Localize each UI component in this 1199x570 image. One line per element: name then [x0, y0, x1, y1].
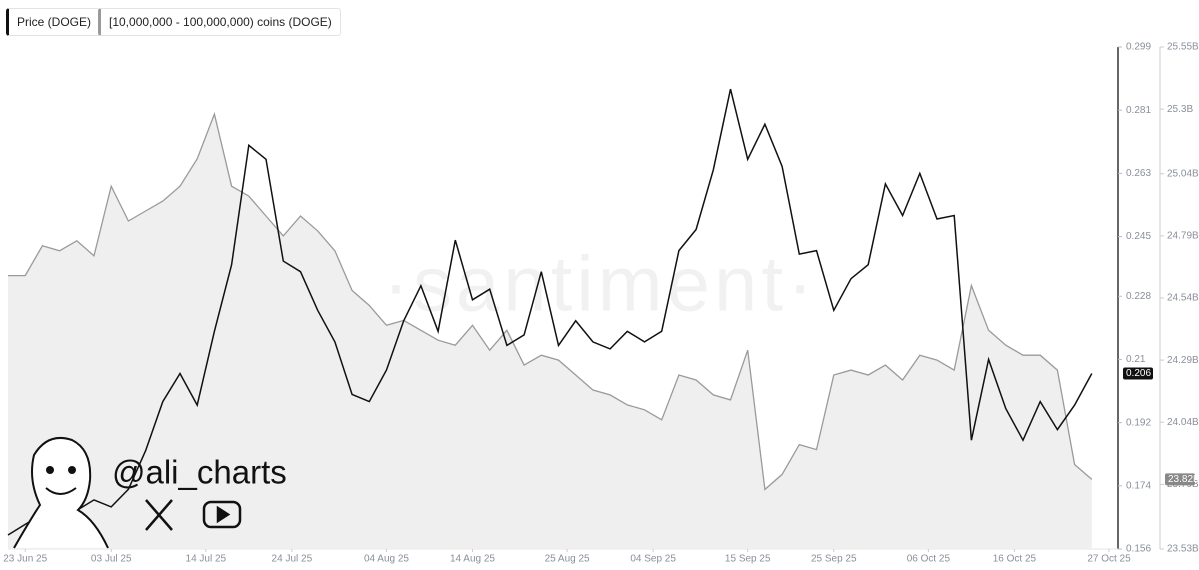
y-tick-label: 0.21: [1126, 354, 1146, 365]
last-value-label: 23.82B: [1168, 474, 1199, 485]
y-tick-label: 0.299: [1126, 42, 1151, 53]
x-tick-label: 25 Sep 25: [811, 554, 857, 565]
x-tick-label: 15 Sep 25: [725, 554, 771, 565]
x-tick-label: 03 Jul 25: [91, 554, 132, 565]
area-line: [8, 111, 1093, 491]
legend-item[interactable]: Price (DOGE): [6, 8, 101, 36]
y-tick-label: 0.245: [1126, 231, 1151, 242]
y2-tick-label: 23.53B: [1167, 544, 1199, 555]
y2-tick-label: 24.54B: [1167, 293, 1199, 304]
y2-tick-label: 24.04B: [1167, 417, 1199, 428]
x-tick-label: 14 Jul 25: [186, 554, 227, 565]
y-tick-label: 0.174: [1126, 480, 1151, 491]
x-tick-label: 14 Aug 25: [450, 554, 495, 565]
area-fill: [8, 114, 1092, 549]
last-value-label: 0.206: [1126, 368, 1151, 379]
x-tick-label: 27 Oct 25: [1087, 554, 1131, 565]
x-tick-label: 04 Aug 25: [364, 554, 409, 565]
x-tick-label: 24 Jul 25: [272, 554, 313, 565]
social-icons: [145, 499, 242, 531]
x-tick-label: 23 Jun 25: [3, 554, 47, 565]
last-value-badge: [1165, 473, 1195, 486]
x-tick-label: 16 Oct 25: [993, 554, 1037, 565]
y2-tick-label: 24.79B: [1167, 231, 1199, 242]
x-tick-label: 04 Sep 25: [630, 554, 676, 565]
y-tick-label: 0.228: [1126, 291, 1151, 302]
price-line: [7, 88, 1093, 536]
y2-tick-label: 25.3B: [1167, 104, 1193, 115]
x-tick-label: 25 Aug 25: [545, 554, 590, 565]
brand: @ali_charts: [112, 454, 287, 491]
legend-item[interactable]: [10,000,000 - 100,000,000) coins (DOGE): [98, 8, 341, 36]
y-tick-label: 0.156: [1126, 544, 1151, 555]
y-tick-label: 0.263: [1126, 168, 1151, 179]
last-value-badge: [1123, 367, 1153, 380]
plot: 0.156 0.174 0.192 0.21 0.228 0.245 0.263 0.281 0…: [3, 42, 1199, 565]
y2-tick-label: 25.55B: [1167, 42, 1199, 53]
y-tick-label: 0.281: [1126, 105, 1151, 116]
y2-tick-label: 24.29B: [1167, 355, 1199, 366]
x-tick-label: 06 Oct 25: [907, 554, 951, 565]
y-tick-label: 0.192: [1126, 417, 1151, 428]
avatar: [13, 436, 109, 549]
y2-tick-label: 25.04B: [1167, 168, 1199, 179]
watermark: ·santiment·: [383, 240, 817, 328]
